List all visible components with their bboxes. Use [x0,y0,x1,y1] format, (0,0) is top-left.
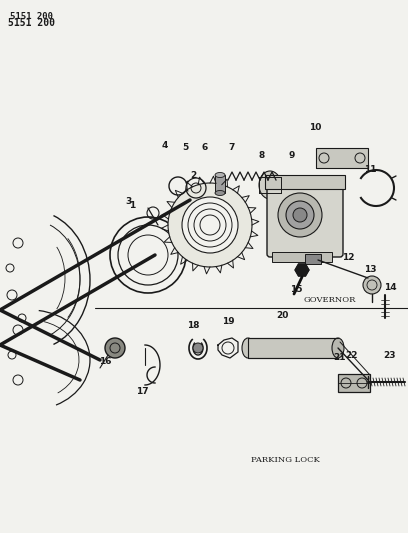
Text: 4: 4 [162,141,168,149]
Text: 21: 21 [334,353,346,362]
Text: 8: 8 [259,150,265,159]
Circle shape [193,343,203,353]
Ellipse shape [332,338,344,358]
Bar [265,175,345,189]
Circle shape [286,201,314,229]
Bar [248,338,338,358]
Text: 1: 1 [129,200,135,209]
Text: 15: 15 [290,286,302,295]
Text: 18: 18 [187,320,199,329]
Circle shape [278,193,322,237]
Bar [305,254,321,264]
Ellipse shape [215,173,225,177]
Text: 7: 7 [229,143,235,152]
Bar [272,252,332,262]
Circle shape [363,276,381,294]
Text: 9: 9 [289,150,295,159]
Text: 6: 6 [202,143,208,152]
Text: 22: 22 [346,351,358,360]
Text: 17: 17 [136,387,149,397]
Text: 10: 10 [309,124,321,133]
Text: 5151 200: 5151 200 [10,12,53,21]
Text: 16: 16 [99,358,111,367]
Text: 5: 5 [182,143,188,152]
Ellipse shape [259,171,281,199]
Circle shape [293,208,307,222]
Text: 2: 2 [190,171,196,180]
Bar [316,148,368,168]
Bar [215,175,225,193]
Ellipse shape [215,190,225,196]
Text: 3: 3 [125,198,131,206]
Circle shape [105,338,125,358]
Circle shape [182,197,238,253]
Ellipse shape [242,338,254,358]
FancyBboxPatch shape [267,179,343,257]
Text: GOVERNOR: GOVERNOR [304,296,356,304]
Text: 12: 12 [342,254,354,262]
Text: 20: 20 [276,311,288,320]
Text: 11: 11 [364,166,376,174]
Bar [338,374,370,392]
Text: 14: 14 [384,284,396,293]
Polygon shape [295,264,309,276]
Circle shape [168,183,252,267]
Text: 5151 200: 5151 200 [8,18,55,28]
Text: 13: 13 [364,265,376,274]
Text: 23: 23 [384,351,396,360]
Text: PARKING LOCK: PARKING LOCK [251,456,319,464]
Text: 19: 19 [222,318,234,327]
